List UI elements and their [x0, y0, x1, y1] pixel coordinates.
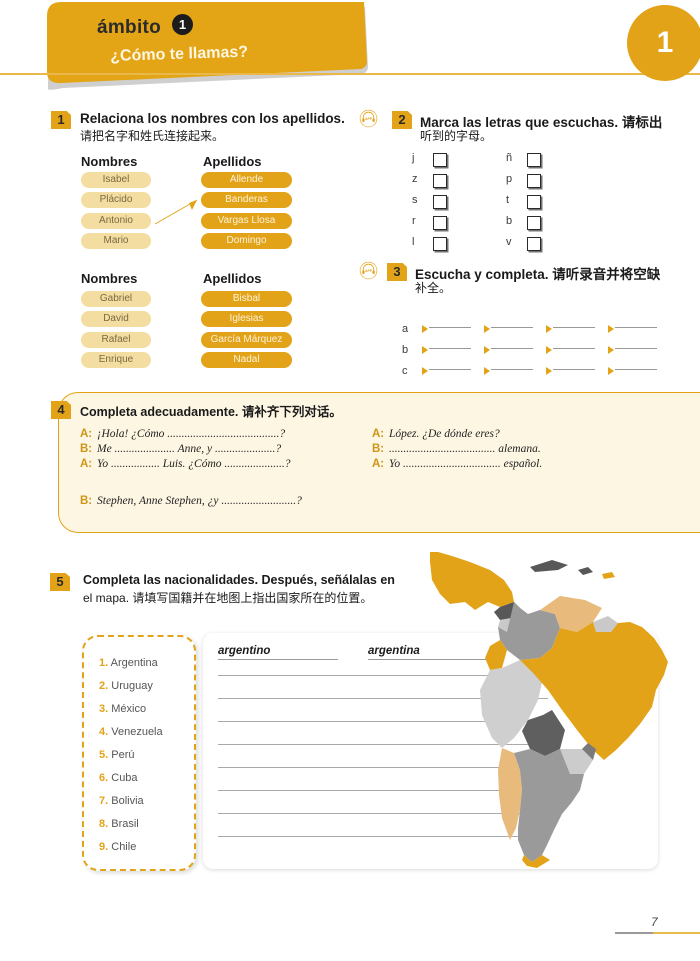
svg-text:APP: APP [365, 269, 373, 273]
svg-text:APP: APP [365, 117, 373, 121]
